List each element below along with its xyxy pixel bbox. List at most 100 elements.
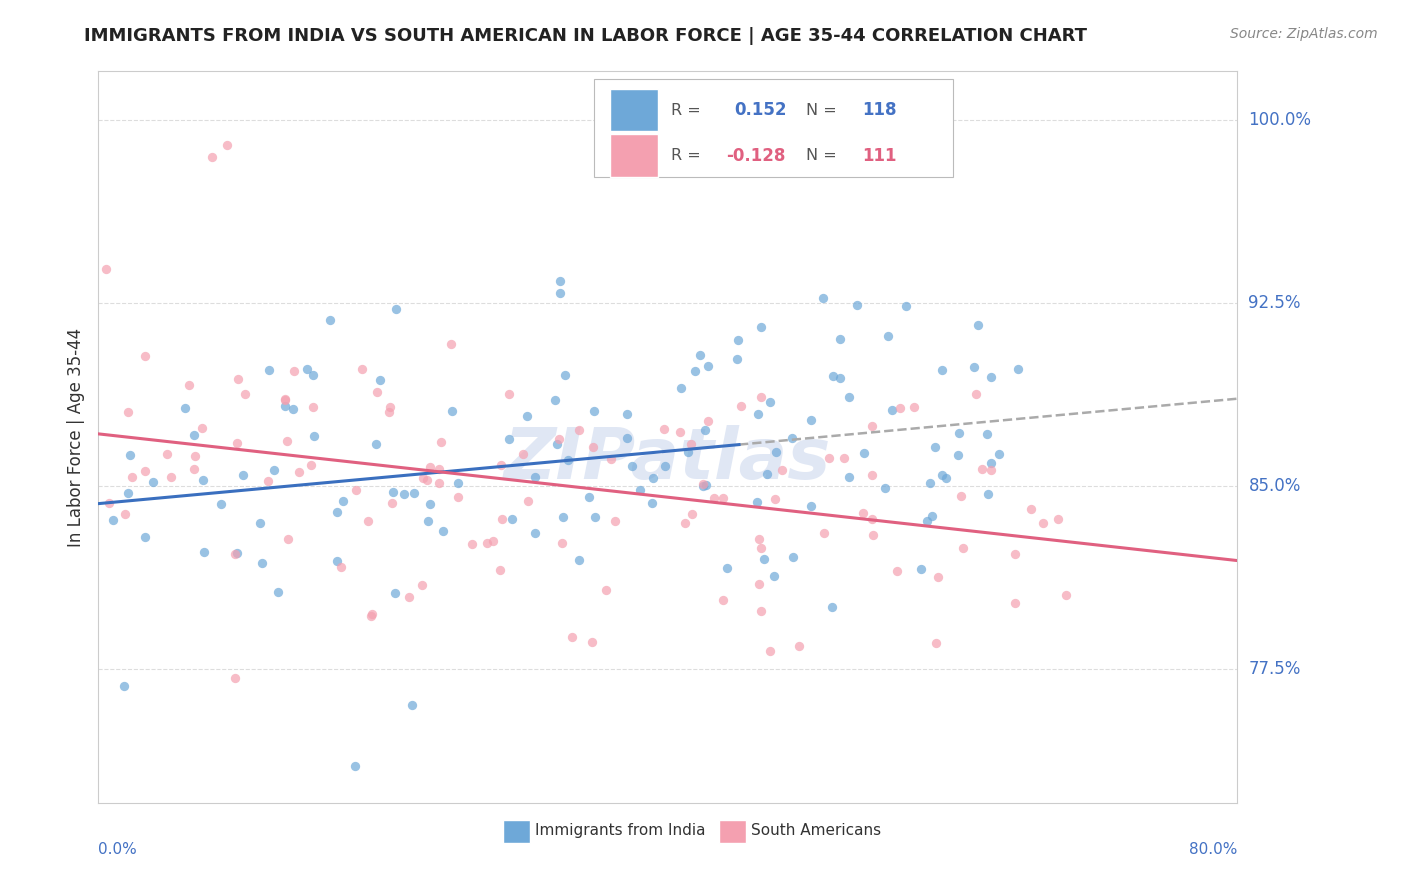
Point	[730, 399, 752, 413]
Point	[134, 349, 156, 363]
Point	[226, 372, 249, 386]
Point	[299, 458, 322, 472]
Point	[673, 516, 696, 531]
Point	[120, 448, 142, 462]
Point	[749, 541, 772, 555]
Point	[134, 530, 156, 544]
Point	[404, 485, 426, 500]
Point	[159, 469, 181, 483]
Point	[962, 360, 984, 375]
Point	[1054, 589, 1077, 603]
Point	[302, 428, 325, 442]
Point	[232, 468, 254, 483]
Point	[927, 570, 949, 584]
Point	[252, 556, 274, 570]
Point	[860, 467, 883, 482]
Point	[360, 607, 382, 621]
Point	[557, 453, 579, 467]
Point	[654, 458, 676, 473]
Point	[582, 403, 605, 417]
Point	[112, 679, 135, 693]
Point	[751, 604, 773, 618]
Text: -0.128: -0.128	[725, 146, 786, 165]
Point	[117, 405, 139, 419]
Point	[966, 318, 988, 333]
Point	[326, 554, 349, 568]
Point	[1004, 547, 1026, 561]
Point	[134, 464, 156, 478]
Point	[765, 445, 787, 459]
Point	[931, 467, 953, 482]
Point	[302, 401, 325, 415]
Point	[384, 586, 406, 600]
Point	[225, 546, 247, 560]
Point	[860, 419, 883, 434]
Point	[787, 639, 810, 653]
Point	[233, 386, 256, 401]
Point	[554, 368, 576, 383]
Point	[780, 432, 803, 446]
Point	[703, 491, 725, 505]
Point	[977, 487, 1000, 501]
Point	[643, 471, 665, 485]
Point	[283, 402, 305, 417]
Point	[980, 463, 1002, 477]
Point	[295, 362, 318, 376]
Point	[201, 150, 224, 164]
Point	[430, 435, 453, 450]
Point	[595, 582, 617, 597]
Point	[860, 512, 883, 526]
Point	[319, 313, 342, 327]
Point	[461, 537, 484, 551]
Point	[544, 392, 567, 407]
Text: 111: 111	[863, 146, 897, 165]
Point	[498, 387, 520, 401]
Point	[427, 475, 450, 490]
Point	[725, 352, 748, 367]
Point	[711, 593, 734, 607]
Point	[692, 476, 714, 491]
Point	[972, 462, 994, 476]
Point	[274, 392, 297, 407]
Point	[548, 273, 571, 287]
Point	[226, 436, 249, 450]
Point	[697, 414, 720, 428]
Point	[838, 390, 860, 404]
Point	[749, 320, 772, 334]
Point	[770, 463, 793, 477]
Point	[117, 485, 139, 500]
Text: R =: R =	[671, 148, 706, 163]
Text: 80.0%: 80.0%	[1189, 842, 1237, 856]
Point	[873, 481, 896, 495]
Point	[447, 475, 470, 490]
Point	[581, 635, 603, 649]
Point	[823, 368, 845, 383]
Point	[689, 348, 711, 362]
Point	[419, 459, 441, 474]
Point	[517, 494, 540, 508]
Point	[401, 698, 423, 713]
Point	[224, 671, 246, 685]
Point	[215, 137, 238, 152]
Point	[685, 364, 707, 378]
FancyBboxPatch shape	[718, 820, 747, 843]
Point	[378, 401, 401, 415]
Point	[668, 425, 690, 439]
Point	[257, 474, 280, 488]
Point	[419, 497, 441, 511]
Point	[98, 496, 121, 510]
Point	[344, 483, 367, 497]
Point	[475, 536, 498, 550]
Point	[949, 489, 972, 503]
Text: Immigrants from India: Immigrants from India	[534, 823, 704, 838]
Text: 92.5%: 92.5%	[1249, 294, 1301, 312]
Point	[546, 437, 568, 451]
Text: IMMIGRANTS FROM INDIA VS SOUTH AMERICAN IN LABOR FORCE | AGE 35-44 CORRELATION C: IMMIGRANTS FROM INDIA VS SOUTH AMERICAN …	[84, 27, 1087, 45]
Point	[482, 533, 505, 548]
Point	[813, 292, 835, 306]
Point	[749, 390, 772, 404]
Point	[378, 405, 401, 419]
Point	[440, 336, 463, 351]
Point	[550, 285, 572, 300]
Point	[1031, 516, 1053, 531]
